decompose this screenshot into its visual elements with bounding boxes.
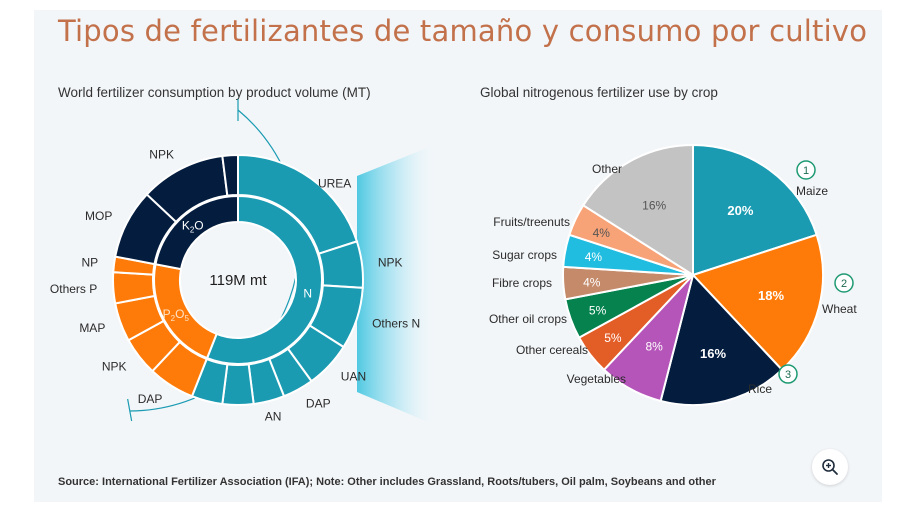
sunburst-inner-k2o [154,194,239,271]
sunburst-label-uan: UAN [341,370,366,384]
connector-beam [357,142,442,428]
rank-badge-2 [834,273,854,293]
zoom-in-icon [822,459,838,475]
zoom-button[interactable] [812,449,848,485]
pie-slice-wheat [691,233,824,372]
rank-badge-number-3: 3 [785,369,791,381]
pie-label-maize: Maize [796,184,828,198]
sunburst-label-dap: DAP [306,397,331,411]
sunburst-inner-label-p2o5: P2O5 [163,307,190,323]
sunburst-inner-label-n: N [303,286,312,300]
rank-badge-3 [778,364,798,384]
pie-label-other-oil-crops: Other oil crops [489,312,567,326]
source-note: Source: International Fertilizer Associa… [58,476,716,488]
sunburst-chart: UREA NPK Others N UAN DAP AN DAP NPK MAP Others P… [50,147,420,423]
pie-label-other: Other [592,162,622,176]
pie-label-vegetables: Vegetables [567,372,626,386]
sunburst-label-np: NP [81,255,98,269]
pie-chart: 20% Maize 1 18% Wheat 2 16% Rice 3 8% Vegetables 5%… [489,143,857,406]
pie-label-fruits-treenuts: Fruits/treenuts [493,215,570,229]
pie-label-sugar-crops: Sugar crops [492,248,557,262]
pie-slice-maize [692,143,818,277]
sunburst-label-urea: UREA [318,177,351,191]
rank-badge-number-2: 2 [841,278,847,290]
rank-badge-number-1: 1 [803,165,809,177]
pie-value-fruits-treenuts: 4% [593,226,611,240]
sunburst-label-npk: NPK [378,255,403,269]
sunburst-label-mop: MOP [85,209,112,223]
pie-label-other-cereals: Other cereals [516,343,588,357]
sunburst-center-label: 119M mt [209,272,267,289]
sunburst-label-others-n: Others N [372,317,420,331]
pie-value-other: 16% [642,198,666,212]
sunburst-label-dap: DAP [138,392,163,406]
pie-value-vegetables: 8% [645,340,663,354]
sunburst-inner-label-k2o: K2O [182,218,204,234]
sunburst-label-map: MAP [79,321,105,335]
n-bracket [127,99,301,422]
pie-title: Global nitrogenous fertilizer use by cro… [480,85,718,100]
pie-label-rice: Rice [748,382,772,396]
sunburst-label-npk: NPK [102,359,127,373]
sunburst-label-npk: NPK [149,147,174,161]
pie-value-other-cereals: 5% [604,331,622,345]
pie-label-wheat: Wheat [822,302,857,316]
pie-value-sugar-crops: 4% [585,250,603,264]
sunburst-label-an: AN [265,410,282,424]
sunburst-outer-segment-15 [221,153,239,197]
pie-label-fibre-crops: Fibre crops [492,276,552,290]
sunburst-title: World fertilizer consumption by product … [58,85,371,100]
pie-value-other-oil-crops: 5% [589,303,607,317]
pie-value-maize: 20% [727,203,753,218]
rank-badge-1 [796,160,816,180]
pie-value-fibre-crops: 4% [583,275,601,289]
pie-value-rice: 16% [700,346,726,361]
pie-slice-other [581,143,694,277]
sunburst-inner-n [205,194,323,365]
page-title: Tipos de fertilizantes de tamaño y consu… [58,14,868,48]
pie-slice-rice [659,272,784,406]
sunburst-label-others-p: Others P [50,282,97,296]
pie-value-wheat: 18% [758,288,784,303]
